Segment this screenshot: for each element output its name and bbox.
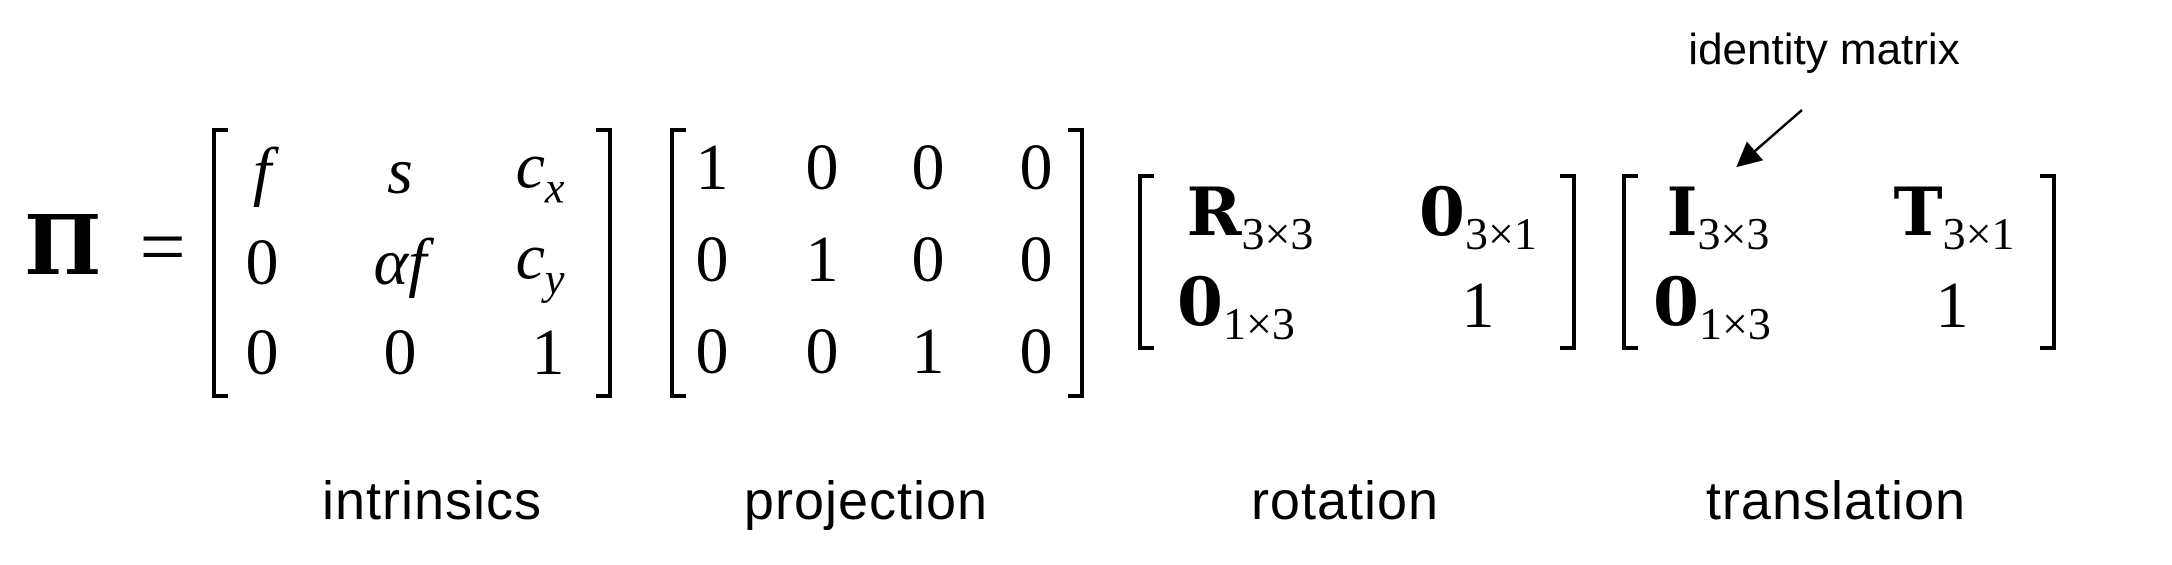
intrinsics-cell-cy: cy [515,220,565,304]
intrinsics-cell-alpha-f: αf [373,226,427,299]
label-translation: translation [1705,471,1967,531]
rotation-cell-zero-3x1: 03×1 [1419,173,1537,259]
intrinsics-bracket-right [596,128,612,398]
projection-bracket-left [670,128,686,398]
rotation-cell-1: 1 [1461,269,1495,342]
translation-bracket-left [1622,174,1638,350]
projection-cell: 0 [805,315,839,388]
intrinsics-bracket-left [212,128,228,398]
label-projection: projection [743,471,989,531]
projection-cell: 0 [1019,223,1053,296]
intrinsics-cell-0: 0 [245,316,279,389]
translation-cell-I: I3×3 [1666,173,1770,259]
projection-cell: 1 [805,223,839,296]
intrinsics-cell-0: 0 [383,316,417,389]
rotation-bracket-left [1138,174,1154,350]
projection-cell: 0 [805,131,839,204]
projection-cell: 1 [911,315,945,388]
intrinsics-cell-f: f [252,135,272,208]
pi-symbol: Π [24,198,102,294]
projection-bracket-right [1068,128,1084,398]
translation-bracket-right [2040,174,2056,350]
intrinsics-cell-1: 1 [531,316,565,389]
rotation-cell-R: R3×3 [1186,173,1314,259]
projection-cell: 1 [695,131,729,204]
label-rotation: rotation [1250,471,1440,531]
identity-matrix-annotation: identity matrix [1688,25,1960,74]
rotation-bracket-right [1560,174,1576,350]
projection-cell: 0 [695,315,729,388]
translation-cell-1: 1 [1935,269,1969,342]
rotation-cell-zero-1x3: 01×3 [1177,263,1295,349]
label-intrinsics: intrinsics [321,471,543,531]
projection-cell: 0 [695,223,729,296]
translation-cell-zero-1x3: 01×3 [1653,263,1771,349]
projection-cell: 0 [1019,131,1053,204]
intrinsics-cell-0: 0 [245,226,279,299]
projection-cell: 0 [911,223,945,296]
projection-cell: 0 [1019,315,1053,388]
translation-cell-T: T3×1 [1893,173,2015,259]
equals-sign: = [139,201,186,292]
equation-lhs: Π = [24,205,186,288]
intrinsics-cell-s: s [387,135,413,208]
projection-cell: 0 [911,131,945,204]
intrinsics-cell-cx: cx [515,129,565,213]
